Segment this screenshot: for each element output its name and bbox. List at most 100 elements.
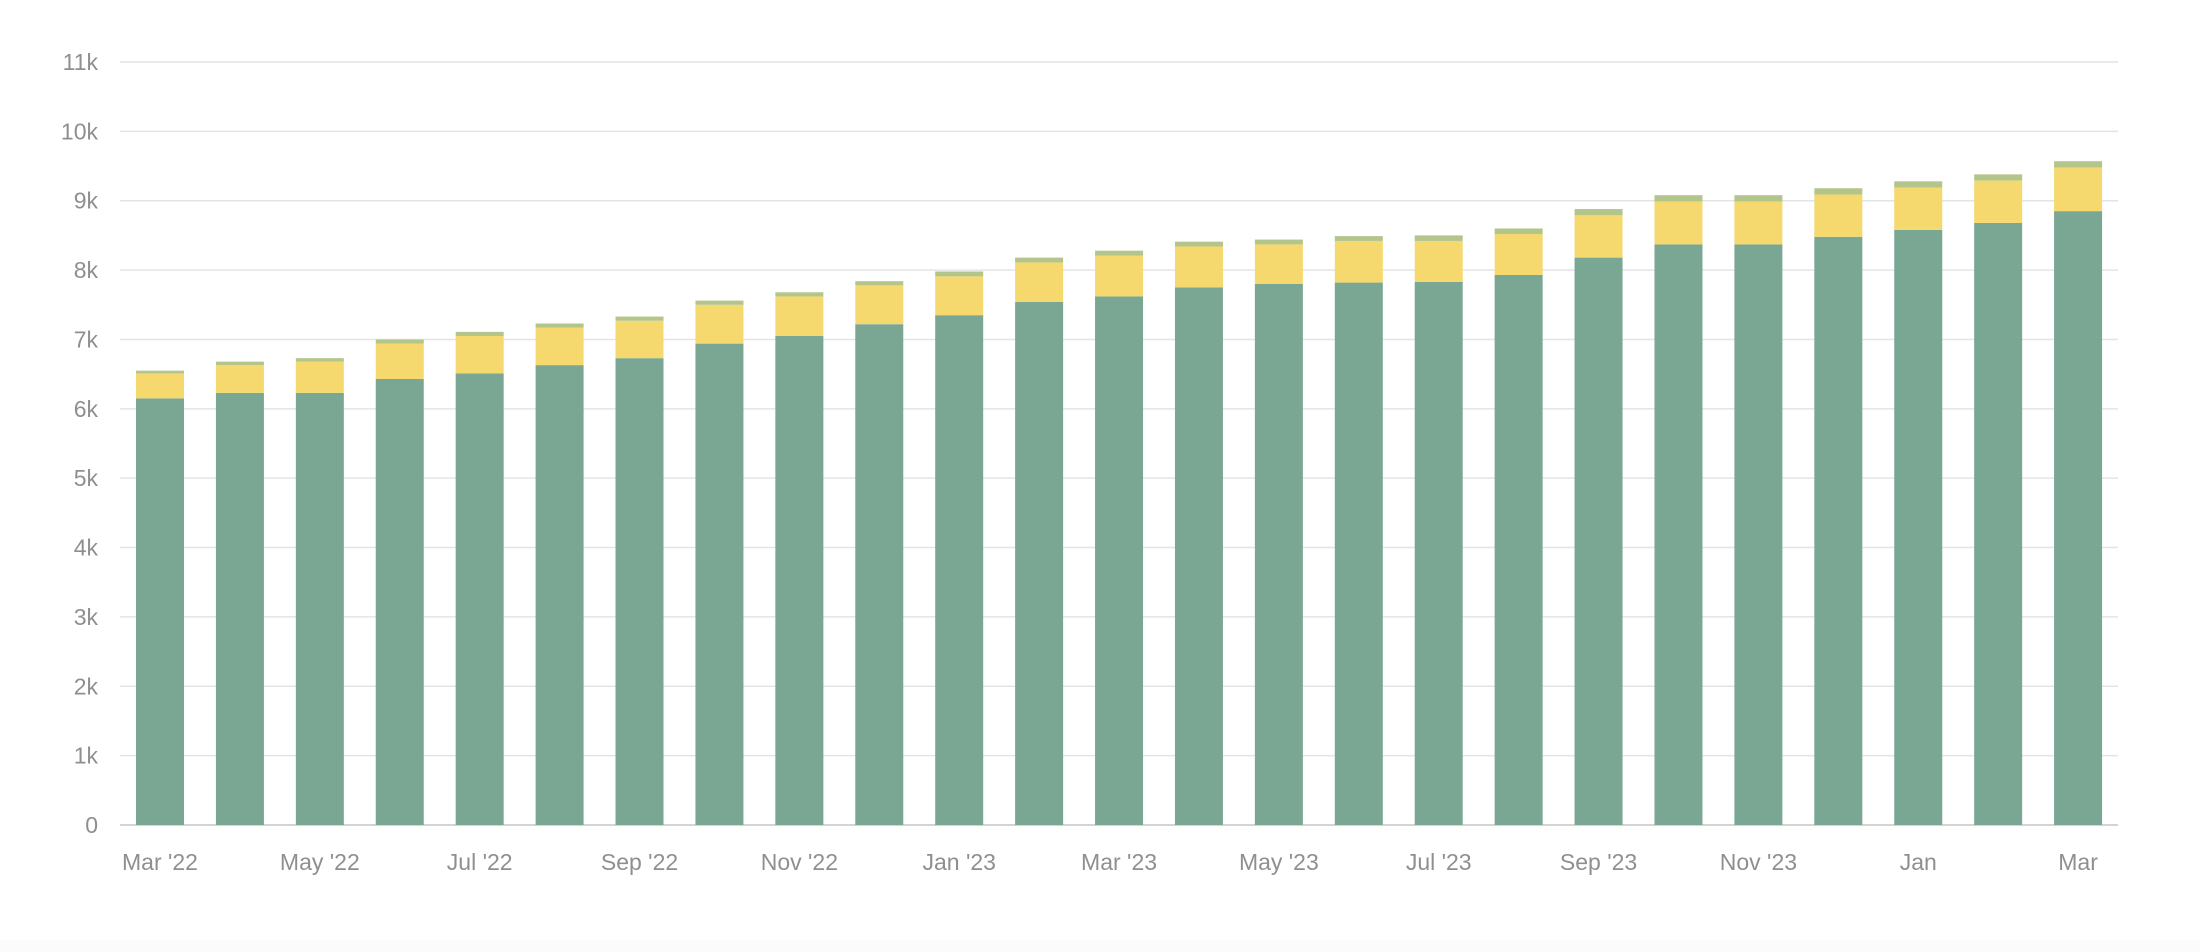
bar-segment-series-1: [1334, 282, 1383, 825]
bar-segment-series-2: [1095, 255, 1144, 297]
bar-segment-series-2: [615, 320, 664, 359]
bar-segment-series-2: [455, 335, 504, 374]
bar-stack: [1574, 209, 1623, 825]
y-tick-label: 11k: [63, 49, 99, 75]
bar-segment-series-3: [935, 271, 984, 277]
bar-segment-series-3: [295, 358, 344, 362]
y-tick-label: 6k: [74, 396, 99, 422]
bar-stack: [1734, 195, 1783, 825]
bar-segment-series-3: [855, 281, 904, 286]
bar-segment-series-2: [775, 296, 824, 336]
x-tick-label: Jul '23: [1406, 849, 1472, 875]
x-tick-label: May '22: [280, 849, 360, 875]
bar-segment-series-1: [136, 398, 184, 825]
x-tick-label: Jan: [1900, 849, 1937, 875]
bar-segment-series-1: [295, 392, 344, 825]
bar-segment-series-1: [2054, 211, 2103, 825]
bar-stack: [1334, 236, 1383, 825]
x-tick-label: Nov '23: [1720, 849, 1797, 875]
bar-segment-series-2: [1334, 240, 1383, 283]
bar-segment-series-2: [1894, 187, 1943, 230]
bar-segment-series-3: [2054, 161, 2103, 168]
bar-stack: [1894, 181, 1943, 826]
bar-stack: [615, 316, 664, 825]
bar-segment-series-2: [2054, 167, 2103, 212]
bar-segment-series-1: [1095, 296, 1144, 825]
bar-segment-series-3: [695, 300, 744, 305]
x-tick-label: Mar: [2058, 849, 2098, 875]
y-tick-label: 7k: [74, 326, 99, 352]
bar-segment-series-1: [1414, 281, 1463, 826]
bar-stack: [375, 339, 424, 825]
bar-segment-series-1: [1574, 257, 1623, 825]
x-tick-label: Jan '23: [922, 849, 995, 875]
y-tick-label: 0: [85, 812, 98, 838]
bar-stack: [775, 292, 824, 825]
bar-segment-series-1: [935, 315, 984, 825]
bar-segment-series-3: [775, 292, 824, 297]
bar-segment-series-3: [1015, 257, 1064, 263]
bar-stack: [455, 331, 504, 825]
x-tick-label: Sep '22: [601, 849, 678, 875]
bar-segment-series-2: [855, 285, 904, 325]
bar-segment-series-3: [375, 339, 424, 344]
bar-segment-series-2: [1174, 246, 1223, 288]
bar-segment-series-1: [1734, 244, 1783, 825]
bar-stack: [1015, 257, 1064, 825]
bar-segment-series-1: [1654, 244, 1703, 825]
bar-segment-series-2: [935, 276, 984, 316]
bar-stack: [935, 271, 984, 825]
bar-segment-series-3: [615, 316, 664, 321]
bar-segment-series-3: [1494, 228, 1543, 235]
bar-stack: [1095, 250, 1144, 825]
bar-segment-series-2: [1654, 201, 1703, 245]
bottom-band: [0, 940, 2200, 952]
bar-segment-series-2: [295, 361, 344, 393]
bar-segment-series-1: [695, 343, 744, 825]
bar-segment-series-3: [1414, 235, 1463, 241]
bar-segment-series-3: [1654, 195, 1703, 202]
x-tick-label: Sep '23: [1560, 849, 1637, 875]
y-tick-label: 3k: [74, 604, 99, 630]
bar-segment-series-3: [1095, 250, 1144, 256]
bar-segment-series-3: [1174, 241, 1223, 247]
bar-stack: [1174, 241, 1223, 825]
bar-segment-series-2: [1974, 180, 2023, 223]
bar-segment-series-3: [136, 370, 184, 374]
bar-stack: [215, 361, 264, 825]
bar-segment-series-2: [1254, 244, 1303, 284]
bar-segment-series-3: [1894, 181, 1943, 188]
bar-stack: [1414, 235, 1463, 826]
y-tick-label: 1k: [74, 743, 99, 769]
bar-stack: [1494, 228, 1543, 825]
bar-stack: [1814, 188, 1863, 825]
x-tick-label: Mar '23: [1081, 849, 1157, 875]
bar-segment-series-1: [775, 335, 824, 825]
bar-segment-series-1: [1254, 283, 1303, 825]
bar-stack: [295, 358, 344, 825]
bar-segment-series-1: [535, 365, 584, 825]
bar-segment-series-1: [1894, 229, 1943, 826]
bar-segment-series-1: [1494, 274, 1543, 825]
bar-stack: [1654, 195, 1703, 825]
bar-segment-series-2: [695, 304, 744, 344]
bar-segment-series-2: [1574, 215, 1623, 258]
bar-segment-series-3: [215, 361, 264, 366]
x-tick-label: Jul '22: [447, 849, 513, 875]
bar-segment-series-2: [215, 365, 264, 393]
bar-segment-series-2: [375, 343, 424, 379]
y-axis-labels: 0 1k 2k 3k 4k 5k 6k 7k 8k 9k 10k 11k: [61, 49, 99, 838]
bar-segment-series-2: [1414, 240, 1463, 282]
bar-segment-series-2: [1015, 262, 1064, 302]
y-tick-label: 5k: [74, 465, 99, 491]
bar-stack: [1254, 239, 1303, 825]
bar-segment-series-1: [615, 358, 664, 825]
bar-segment-series-1: [1015, 301, 1064, 825]
bar-segment-series-1: [215, 392, 264, 825]
bar-segment-series-1: [1974, 222, 2023, 825]
bar-segment-series-2: [1814, 194, 1863, 237]
bar-segment-series-3: [1254, 239, 1303, 245]
bar-segment-series-2: [535, 327, 584, 366]
bar-stack: [1974, 174, 2023, 825]
